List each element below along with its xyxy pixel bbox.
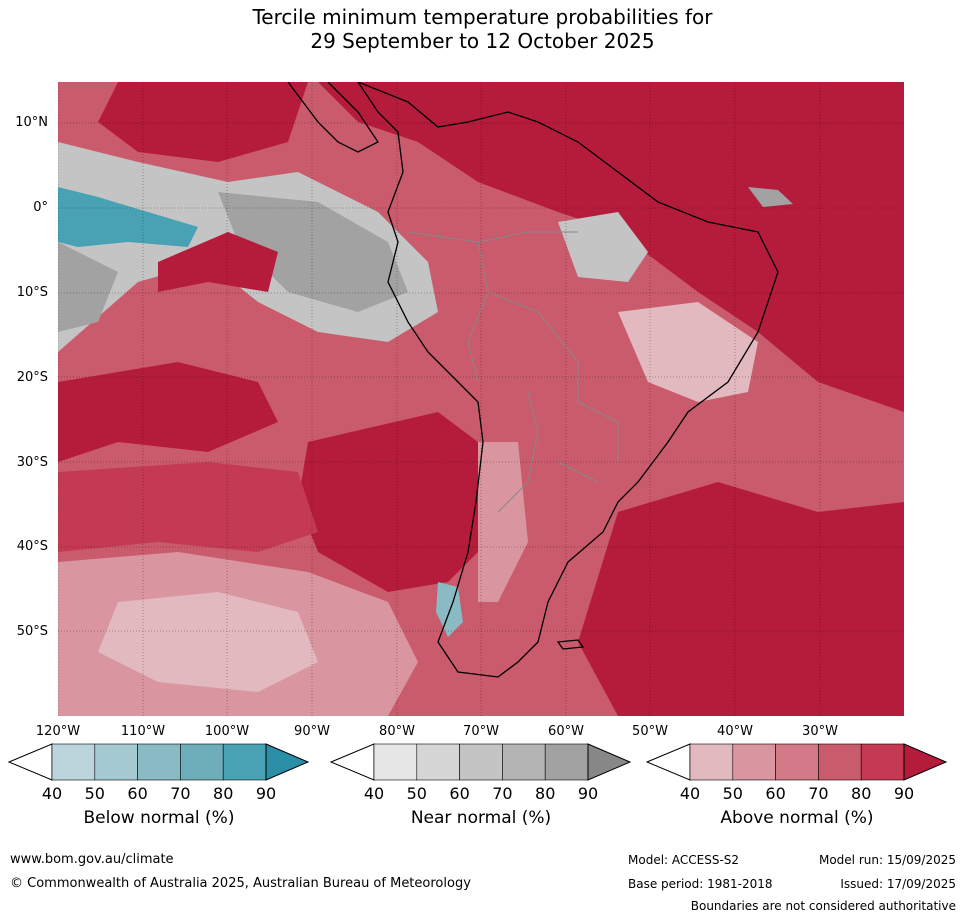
lon-label-60w: 60°W [548,724,584,739]
below-normal-colorbar [8,743,310,781]
website-link[interactable]: www.bom.gov.au/climate [10,852,174,867]
lat-label-0: 0° [33,200,48,215]
legend-tick-label: 60 [765,784,786,803]
map-title-line1: Tercile minimum temperature probabilitie… [252,5,713,29]
graticule [58,82,904,716]
legend-swatch [416,743,460,781]
legend-swatch [51,743,96,781]
lon-label-30w: 30°W [802,724,838,739]
region-above-90-north-pacific [98,82,308,162]
legend-tick-label: 70 [808,784,829,803]
legend-swatch [860,743,905,781]
central-america-coastline [287,82,379,153]
legend-swatch [180,743,224,781]
near-normal-title: Near normal (%) [410,808,552,828]
above-normal-swatches [689,743,905,781]
legend-swatch [373,743,418,781]
lat-label-20s: 20°S [16,370,48,385]
region-above-90-north-atlantic [318,82,904,412]
near-normal-swatches [373,743,589,781]
legend-swatch [94,743,138,781]
lon-label-120w: 120°W [35,724,81,739]
legend-swatch [732,743,776,781]
legend-swatch [544,743,589,781]
legend-swatch [502,743,546,781]
region-below-normal-equatorial [58,187,198,247]
legend-tick-label: 50 [722,784,743,803]
legend-swatch [689,743,734,781]
legend-tick-label: 80 [851,784,872,803]
base-period-text: Base period: 1981-2018 [628,877,773,891]
legend-tick-label: 40 [363,784,385,803]
lon-label-70w: 70°W [463,724,499,739]
disclaimer-text: Boundaries are not considered authoritat… [690,899,956,913]
south-america-coastline [357,82,779,678]
legend-swatch [222,743,267,781]
legend-swatch [137,743,181,781]
region-red-tongue [158,232,278,292]
legend-swatch [459,743,503,781]
above-normal-colorbar [646,743,948,781]
legend-tick-label: 60 [127,784,148,803]
lat-label-40s: 40°S [16,539,48,554]
probability-map [58,82,904,716]
lon-label-90w: 90°W [294,724,330,739]
legend-tick-label: 80 [535,784,556,803]
lon-label-50w: 50°W [632,724,668,739]
region-above-80-band [58,462,318,552]
issued-text: Issued: 17/09/2025 [840,877,956,891]
region-near-80-west [58,242,118,332]
map-title-line2: 29 September to 12 October 2025 [310,29,655,53]
country-borders [407,231,619,513]
legend-tick-label: 90 [577,784,599,803]
lon-label-40w: 40°W [717,724,753,739]
region-above-50-argentina [478,442,528,602]
legend-swatch [818,743,862,781]
legend-tick-label: 40 [41,784,63,803]
region-above-90-southwest [58,362,278,462]
lat-label-10n: 10°N [15,115,48,130]
lon-label-80w: 80°W [379,724,415,739]
lon-label-110w: 110°W [120,724,166,739]
region-above-90-south-atlantic [578,482,904,716]
region-near-normal-spot-atlantic [748,187,793,207]
falkland-islands [556,639,585,650]
legend-tick-label: 50 [406,784,427,803]
region-near-normal-amazon [558,212,648,282]
region-near-80-pacific [218,192,408,312]
region-above-40-southwest [98,592,318,692]
legend-tick-label: 40 [679,784,701,803]
lat-label-10s: 10°S [16,285,48,300]
legend-tick-label: 90 [893,784,915,803]
legend-tick-label: 90 [255,784,277,803]
model-text: Model: ACCESS-S2 [628,853,740,867]
below-normal-title: Below normal (%) [83,808,235,828]
legend-tick-label: 60 [449,784,470,803]
below-normal-swatches [51,743,267,781]
legend-tick-label: 70 [492,784,513,803]
lon-label-100w: 100°W [204,724,250,739]
legend-tick-label: 50 [84,784,105,803]
legend-swatch [775,743,819,781]
above-normal-title: Above normal (%) [720,808,874,828]
lat-label-30s: 30°S [16,455,48,470]
copyright-text: © Commonwealth of Australia 2025, Austra… [10,876,471,891]
model-run-text: Model run: 15/09/2025 [818,853,956,867]
near-normal-colorbar [330,743,632,781]
lat-label-50s: 50°S [16,624,48,639]
legend-tick-label: 70 [170,784,191,803]
legend-tick-label: 80 [213,784,234,803]
